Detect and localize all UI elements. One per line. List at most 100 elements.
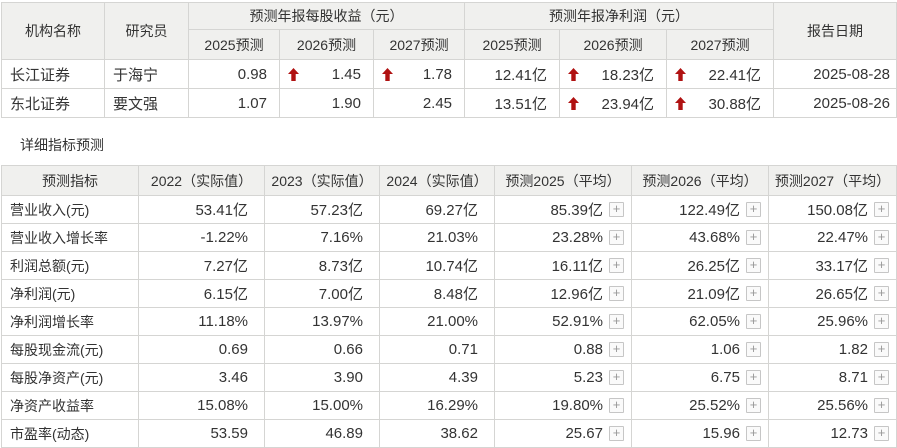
researcher-name-cell: 于海宁 xyxy=(104,59,189,89)
forecast-value-cell: 1.07 xyxy=(188,88,280,118)
cell-value: 122.49亿 xyxy=(679,202,740,219)
col-header-indicator: 预测指标 xyxy=(1,165,139,196)
expand-plus-button[interactable]: + xyxy=(609,370,624,385)
expand-plus-button[interactable]: + xyxy=(746,426,761,441)
expand-plus-button[interactable]: + xyxy=(874,314,889,329)
expand-plus-button[interactable]: + xyxy=(746,258,761,273)
cell-content: 0.69 xyxy=(140,337,264,363)
col-header-year: 2025预测 xyxy=(464,29,561,60)
expand-plus-button[interactable]: + xyxy=(609,398,624,413)
col-header-year: 2026预测 xyxy=(559,29,668,60)
institution-name-cell: 东北证券 xyxy=(1,88,105,118)
detail-indicator-table: 预测指标 2022（实际值） 2023（实际值） 2024（实际值） 预测2025（平均… xyxy=(1,165,897,448)
cell-value: 21.00% xyxy=(427,313,478,330)
cell-content: 6.15亿 xyxy=(140,281,264,307)
expand-plus-button[interactable]: + xyxy=(746,202,761,217)
cell-content: 26.65亿 + xyxy=(770,281,896,307)
cell-content: 21.03% xyxy=(381,225,494,251)
indicator-label-cell: 每股现金流(元) xyxy=(1,335,139,364)
cell-value: 2.45 xyxy=(422,94,453,112)
actual-value-cell: 6.15亿 xyxy=(138,279,265,308)
cell-value: 25.56% xyxy=(817,397,868,414)
expand-plus-button[interactable]: + xyxy=(874,398,889,413)
cell-content: 13.97% xyxy=(266,309,379,335)
actual-value-cell: 21.03% xyxy=(379,223,495,252)
expand-plus-button[interactable]: + xyxy=(874,342,889,357)
col-header-researcher: 研究员 xyxy=(104,2,189,60)
expand-plus-button[interactable]: + xyxy=(609,286,624,301)
cell-content: 43.68% + xyxy=(633,225,768,251)
expand-plus-button[interactable]: + xyxy=(609,258,624,273)
cell-value: 2025-08-28 xyxy=(813,65,891,83)
cell-value: 1.07 xyxy=(237,94,267,112)
expand-plus-button[interactable]: + xyxy=(874,370,889,385)
cell-content: 15.08% xyxy=(140,393,264,419)
expand-plus-button[interactable]: + xyxy=(874,258,889,273)
expand-plus-button[interactable]: + xyxy=(874,202,889,217)
cell-value: 19.80% xyxy=(552,397,603,414)
expand-plus-button[interactable]: + xyxy=(746,286,761,301)
actual-value-cell: 7.16% xyxy=(264,223,380,252)
actual-value-cell: 11.18% xyxy=(138,307,265,336)
cell-content: 69.27亿 xyxy=(381,197,494,223)
forecast-value-cell: 13.51亿 xyxy=(464,88,561,118)
cell-value: 13.51亿 xyxy=(494,95,548,113)
expand-plus-button[interactable]: + xyxy=(746,230,761,245)
detail-table-title: 详细指标预测 xyxy=(20,137,104,153)
forecast-avg-cell: 52.91% + xyxy=(494,307,632,336)
cell-value: 23.94亿 xyxy=(601,95,655,113)
cell-value: 12.96亿 xyxy=(550,286,603,303)
actual-value-cell: 53.59 xyxy=(138,419,265,448)
actual-value-cell: 46.89 xyxy=(264,419,380,448)
cell-content: 1.82 + xyxy=(770,337,896,363)
forecast-avg-cell: 1.06 + xyxy=(631,335,769,364)
indicator-row: 利润总额(元) 7.27亿 8.73亿 10.74亿 16.11亿 +26.25亿 +33.… xyxy=(1,251,897,280)
cell-value: 1.45 xyxy=(331,65,361,83)
cell-content: 62.05% + xyxy=(633,309,768,335)
expand-plus-button[interactable]: + xyxy=(746,370,761,385)
forecast-value-cell: 18.23亿 xyxy=(559,59,668,89)
expand-plus-button[interactable]: + xyxy=(609,342,624,357)
actual-value-cell: 3.46 xyxy=(138,363,265,392)
indicator-row: 每股净资产(元) 3.46 3.90 4.39 5.23 +6.75 +8.71 + xyxy=(1,363,897,392)
cell-content: 0.71 xyxy=(381,337,494,363)
cell-content: 7.27亿 xyxy=(140,253,264,279)
actual-value-cell: 7.27亿 xyxy=(138,251,265,280)
expand-plus-button[interactable]: + xyxy=(609,230,624,245)
expand-plus-button[interactable]: + xyxy=(746,314,761,329)
col-header-year: 2027预测 xyxy=(666,29,775,60)
forecast-avg-cell: 21.09亿 + xyxy=(631,279,769,308)
col-header-actual-year: 2022（实际值） xyxy=(138,165,265,196)
indicator-label-cell: 净利润增长率 xyxy=(1,307,139,336)
expand-plus-button[interactable]: + xyxy=(746,398,761,413)
cell-value: 150.08亿 xyxy=(807,202,868,219)
cell-content: 21.00% xyxy=(381,309,494,335)
expand-plus-button[interactable]: + xyxy=(609,202,624,217)
expand-plus-button[interactable]: + xyxy=(874,426,889,441)
cell-content: 150.08亿 + xyxy=(770,197,896,223)
expand-plus-button[interactable]: + xyxy=(746,342,761,357)
up-arrow-icon xyxy=(288,67,299,81)
expand-plus-button[interactable]: + xyxy=(874,230,889,245)
expand-plus-button[interactable]: + xyxy=(609,426,624,441)
cell-value: 52.91% xyxy=(552,313,603,330)
cell-content: 19.80% + xyxy=(496,393,631,419)
actual-value-cell: 15.00% xyxy=(264,391,380,420)
cell-content: 85.39亿 + xyxy=(496,197,631,223)
expand-plus-button[interactable]: + xyxy=(609,314,624,329)
forecast-avg-cell: 16.11亿 + xyxy=(494,251,632,280)
cell-content: 46.89 xyxy=(266,421,379,447)
actual-value-cell: 7.00亿 xyxy=(264,279,380,308)
cell-content: 15.00% xyxy=(266,393,379,419)
expand-plus-button[interactable]: + xyxy=(874,286,889,301)
cell-content: 1.78 xyxy=(375,61,464,88)
cell-content: 30.88亿 xyxy=(668,90,773,117)
report-date-cell: 2025-08-26 xyxy=(773,88,897,118)
indicator-row: 净利润(元) 6.15亿 7.00亿 8.48亿 12.96亿 +21.09亿 +26.65… xyxy=(1,279,897,308)
actual-value-cell: 10.74亿 xyxy=(379,251,495,280)
col-header-year: 2025预测 xyxy=(188,29,280,60)
cell-value: 53.41亿 xyxy=(195,202,248,219)
cell-value: 6.75 xyxy=(710,369,740,386)
cell-value: 26.25亿 xyxy=(687,258,740,275)
